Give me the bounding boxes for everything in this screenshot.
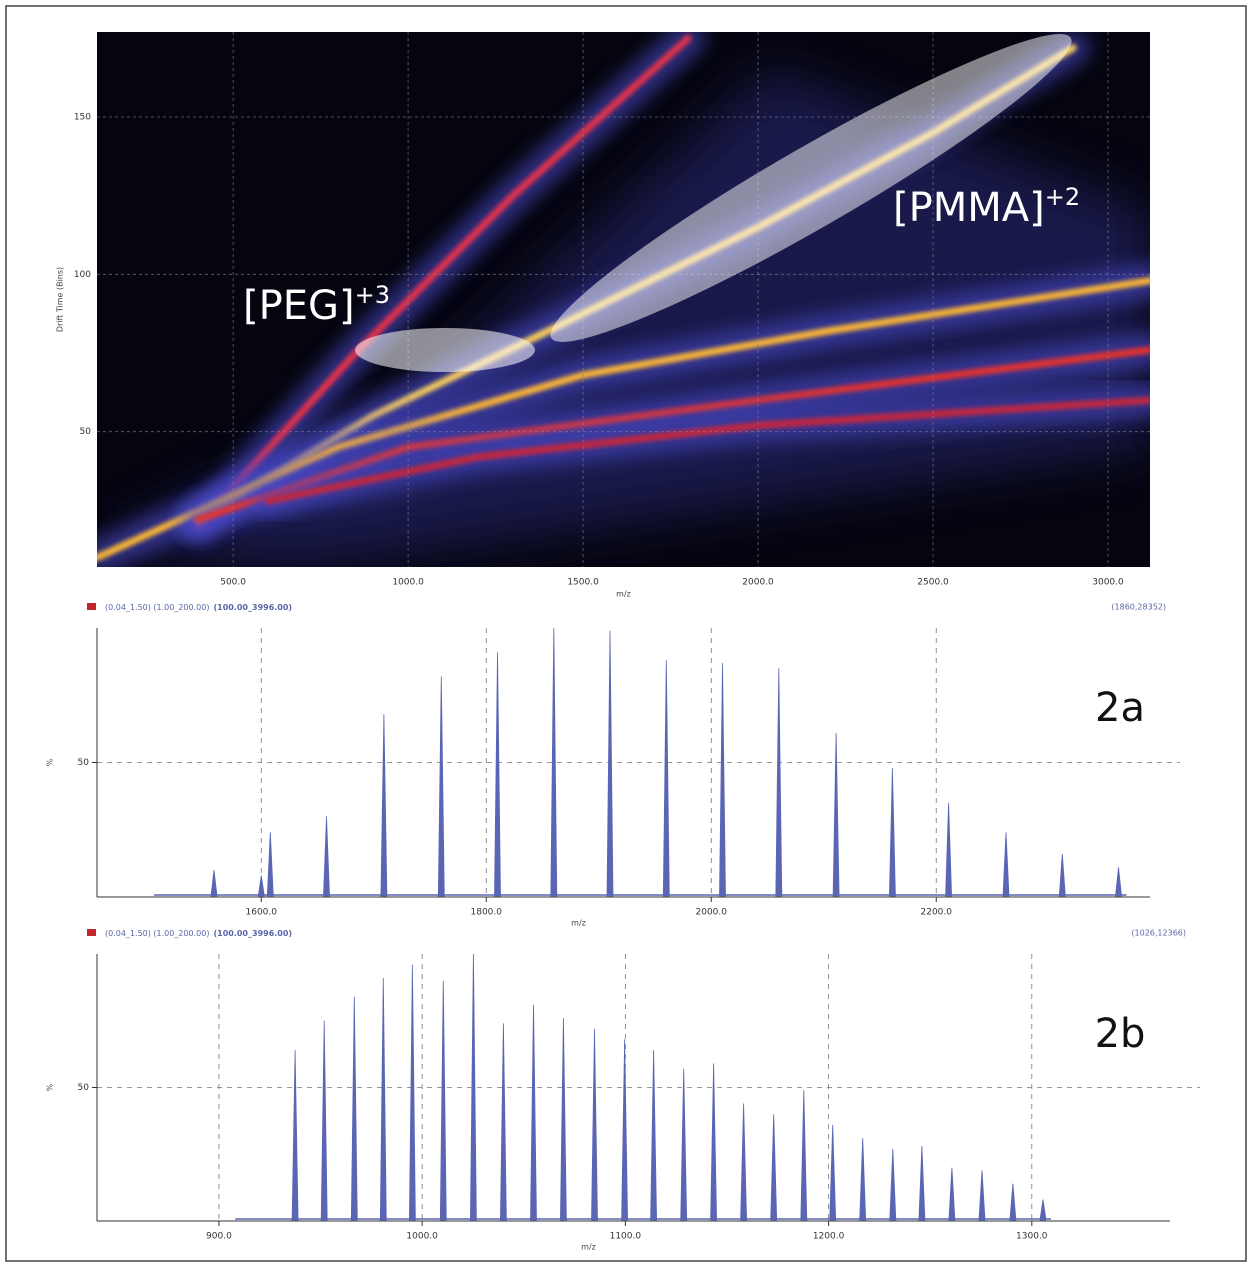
peak (257, 875, 265, 897)
peak (606, 630, 614, 897)
x-tick-label: 2500.0 (917, 578, 949, 588)
peak (1039, 1199, 1047, 1221)
peak (408, 964, 416, 1221)
y-axis-label: Drift Time (Bins) (56, 267, 65, 332)
peak (380, 714, 388, 897)
peak (859, 1138, 867, 1221)
peak (530, 1004, 537, 1221)
panel-label: 2b (1095, 1011, 1146, 1057)
peak (621, 1039, 629, 1221)
x-tick-label: 2000.0 (742, 578, 774, 588)
peak (888, 767, 896, 897)
x-tick-label: 2200.0 (921, 908, 953, 918)
peak (437, 676, 445, 897)
peak (719, 662, 726, 897)
peak (499, 1023, 507, 1221)
subtitle: (0.04_1.50) (1.00_200.00) (100.00_3996.00… (105, 929, 292, 938)
panel-label: 2a (1095, 685, 1145, 731)
x-tick-label: 3000.0 (1092, 578, 1124, 588)
peak (832, 732, 840, 897)
highlight (550, 34, 1072, 342)
plot-area (97, 32, 1150, 567)
subtitle-text: (0.04_1.50) (1.00_200.00) (105, 929, 209, 938)
peak (978, 1170, 986, 1221)
peak (662, 660, 670, 897)
x-tick-label: 1000.0 (406, 1232, 438, 1242)
x-tick-label: 1000.0 (392, 578, 424, 588)
peak (650, 1050, 658, 1221)
peak (494, 652, 501, 897)
peak (1058, 853, 1066, 897)
peak (1115, 867, 1122, 897)
peak (889, 1148, 897, 1221)
peak (591, 1028, 598, 1221)
peak (918, 1146, 926, 1221)
peak (323, 816, 330, 897)
peak-label: (1026,12366) (1131, 929, 1186, 938)
legend-swatch (87, 603, 96, 610)
peak (559, 1018, 567, 1221)
y-tick-label: 50 (78, 758, 90, 768)
subtitle: (0.04_1.50) (1.00_200.00) (100.00_3996.00… (105, 603, 292, 612)
x-tick-label: 2000.0 (696, 908, 728, 918)
peak (1009, 1183, 1017, 1221)
peak (800, 1090, 808, 1221)
peak (945, 802, 953, 897)
annotation-text: [PEG] (243, 283, 355, 329)
peak (266, 832, 274, 897)
peak (439, 980, 447, 1221)
peak (379, 977, 387, 1221)
subtitle-text: (0.04_1.50) (1.00_200.00) (105, 603, 209, 612)
peak (680, 1068, 688, 1221)
x-tick-label: 900.0 (206, 1232, 232, 1242)
annotation: [PEG]+3 (243, 281, 390, 329)
y-axis-label: % (46, 1083, 55, 1091)
x-tick-label: 1200.0 (813, 1232, 845, 1242)
x-tick-label: 500.0 (220, 578, 246, 588)
annotation-sup: +2 (1045, 183, 1080, 211)
y-tick-label: 50 (78, 1083, 90, 1093)
peak (469, 953, 477, 1221)
peak (775, 668, 783, 897)
peak (320, 1020, 328, 1221)
peak (210, 870, 218, 897)
peak (291, 1050, 299, 1221)
x-axis-label: m/z (616, 590, 631, 599)
x-tick-label: 1600.0 (246, 908, 278, 918)
subtitle-bold: (100.00_3996.00) (213, 929, 292, 938)
subtitle-bold: (100.00_3996.00) (213, 603, 292, 612)
peak (1002, 832, 1010, 897)
peak (710, 1063, 718, 1221)
y-tick-label: 100 (74, 270, 91, 280)
peak (948, 1167, 956, 1221)
peak (829, 1124, 837, 1221)
peak (350, 996, 358, 1221)
ridge (264, 396, 1150, 505)
peak (740, 1103, 748, 1221)
peak-label: (1860,28352) (1111, 603, 1166, 612)
y-tick-label: 150 (74, 112, 91, 122)
x-axis-label: m/z (571, 919, 586, 928)
x-tick-label: 1100.0 (610, 1232, 642, 1242)
y-tick-label: 50 (80, 427, 92, 437)
x-tick-label: 1800.0 (471, 908, 503, 918)
peak (550, 627, 558, 897)
x-axis-label: m/z (581, 1243, 596, 1252)
x-tick-label: 1300.0 (1016, 1232, 1048, 1242)
y-axis-label: % (46, 758, 55, 766)
annotation-text: [PMMA] (893, 185, 1045, 231)
annotation: [PMMA]+2 (893, 183, 1080, 231)
peak (770, 1114, 778, 1221)
annotation-sup: +3 (355, 281, 390, 309)
highlight (355, 328, 535, 372)
x-tick-label: 1500.0 (567, 578, 599, 588)
legend-swatch (87, 929, 96, 936)
